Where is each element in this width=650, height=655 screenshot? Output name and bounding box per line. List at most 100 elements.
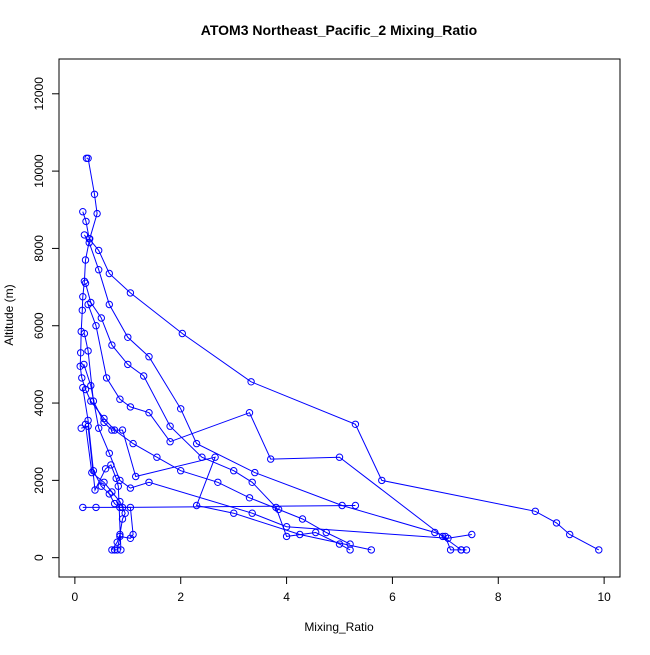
data-point [78,374,86,382]
x-tick-label: 6 [389,590,396,604]
x-tick-label: 4 [283,590,290,604]
data-point [108,426,116,434]
data-point [76,362,84,370]
data-point [108,546,116,554]
y-tick-label: 6000 [32,312,46,339]
data-point [81,256,90,264]
data-point [100,478,108,486]
data-point [77,424,85,432]
data-point [153,453,161,461]
y-tick-label: 2000 [32,467,46,494]
series-line [83,364,472,539]
data-point [446,546,455,554]
series-line [87,304,462,551]
data-point [79,383,87,392]
data-point [595,546,603,554]
data-point [247,378,255,386]
data-point [77,349,85,357]
data-point [95,246,103,255]
data-point [462,546,471,554]
data-point [335,453,344,461]
data-point [105,300,114,309]
data-point [92,503,100,512]
data-point [346,540,354,548]
x-tick-label: 10 [597,590,611,604]
data-point [312,528,320,537]
x-axis: 0 2 4 6 8 10 [72,576,611,604]
series-line [85,283,351,551]
data-point [282,523,291,531]
data-point [84,422,92,430]
data-point [82,217,90,226]
data-point [298,515,307,523]
data-point [129,439,137,448]
data-point [124,333,132,341]
series-2 [79,208,603,554]
data-point [100,418,108,427]
data-point [296,530,304,539]
data-point [105,449,114,457]
data-point [118,503,127,512]
data-point [211,453,219,461]
data-point [245,409,254,417]
series-line [83,234,467,551]
data-point [105,269,114,278]
series-10 [77,422,125,554]
data-point [84,300,92,309]
data-point [102,374,111,382]
data-point [90,190,99,199]
data-point [126,289,135,297]
series-7 [80,360,476,542]
data-point [214,478,222,486]
y-tick-label: 10000 [32,154,46,188]
data-point [140,372,148,380]
data-point [88,468,96,477]
data-point [84,154,92,163]
data-point [230,467,238,475]
series-11 [79,501,360,512]
data-point [444,534,452,542]
data-point [114,482,123,490]
data-point [78,306,87,314]
data-point [177,467,185,475]
data-point [457,546,465,554]
data-point [85,238,93,247]
data-point [272,503,280,512]
data-point [531,507,539,515]
data-point [192,501,201,510]
data-point [97,314,106,322]
data-point [112,474,120,483]
data-point [439,532,447,541]
y-axis: 0 2000 4000 6000 8000 10000 12000 [32,77,60,561]
data-point [95,266,103,274]
data-point [367,546,375,554]
y-tick-label: 0 [32,554,46,561]
data-point [87,381,95,390]
data-point [79,503,87,512]
data-point [552,519,561,527]
x-tick-label: 8 [495,590,502,604]
data-point [566,530,574,539]
data-point [126,484,135,492]
data-point [166,438,174,446]
data-point [166,422,174,430]
series-line [82,211,600,551]
series-5 [84,300,465,554]
data-point [108,341,116,349]
data-point [126,534,135,542]
data-point [251,468,259,477]
data-point [230,509,238,517]
data-point [267,455,275,463]
data-point [378,476,386,485]
data-point [118,426,127,434]
data-point [81,279,90,287]
data-point [84,416,92,425]
data-point [178,329,187,338]
data-point [121,509,129,517]
data-point [177,405,185,413]
data-point [108,488,116,496]
plot-area [76,154,603,554]
x-tick-label: 2 [177,590,184,604]
data-point [93,209,101,218]
